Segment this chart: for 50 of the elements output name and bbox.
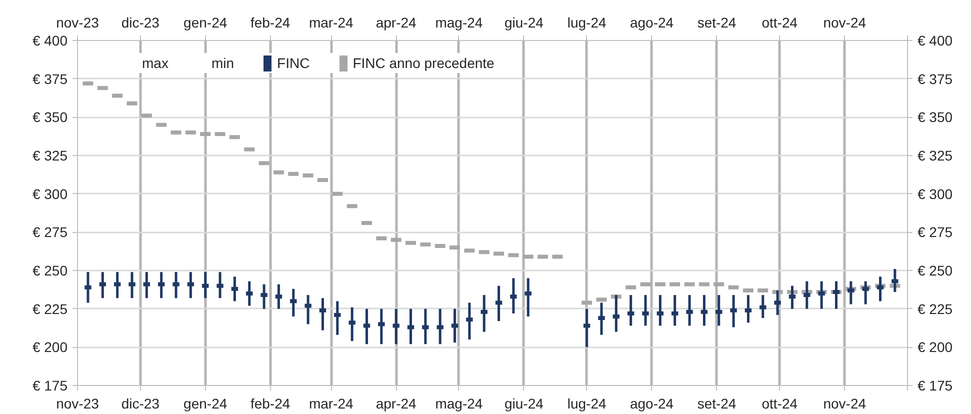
x2-tick-label: ott-24 — [762, 396, 798, 412]
annotation: min — [211, 55, 234, 71]
x2-tick-label: ago-24 — [630, 396, 674, 412]
y-tick-label: € 325 — [32, 148, 68, 164]
y-tick-label: € 300 — [32, 186, 68, 202]
x2-tick-label: mar-24 — [308, 396, 354, 412]
y-tick-label: € 200 — [32, 339, 68, 356]
x-tick-label: gen-24 — [184, 14, 228, 30]
y2-tick-label: € 275 — [918, 224, 953, 240]
y-tick-label: € 175 — [32, 378, 68, 394]
x-tick-label: mar-24 — [308, 14, 354, 30]
y-tick-label: € 250 — [32, 262, 68, 278]
x-tick-label: nov-23 — [56, 14, 100, 30]
annotation: max — [142, 55, 168, 71]
y2-tick-label: € 400 — [918, 32, 953, 48]
y2-tick-label: € 225 — [918, 300, 953, 317]
x-tick-label: feb-24 — [250, 14, 290, 30]
x-tick-label: set-24 — [697, 14, 736, 30]
x-tick-label: giu-24 — [504, 14, 544, 30]
y2-tick-label: € 350 — [918, 109, 953, 126]
x2-tick-label: apr-24 — [376, 396, 417, 412]
legend-label: FINC anno precedente — [352, 55, 494, 71]
x-tick-label: mag-24 — [435, 14, 483, 30]
y-tick-label: € 350 — [32, 109, 68, 126]
y2-tick-label: € 300 — [918, 186, 953, 202]
x2-tick-label: gen-24 — [184, 396, 228, 412]
y2-tick-label: € 375 — [918, 70, 953, 87]
x-tick-label: apr-24 — [376, 14, 417, 30]
y2-tick-label: € 200 — [918, 339, 953, 356]
y2-tick-label: € 325 — [918, 148, 953, 164]
x2-tick-label: lug-24 — [567, 396, 606, 412]
y-tick-label: € 225 — [32, 300, 68, 317]
y2-tick-label: € 175 — [918, 378, 953, 394]
x-tick-label: ott-24 — [762, 14, 798, 30]
y-tick-label: € 375 — [32, 70, 68, 87]
x-tick-label: ago-24 — [630, 14, 674, 30]
x2-tick-label: nov-23 — [56, 396, 100, 412]
y2-tick-label: € 250 — [918, 262, 953, 278]
y-tick-label: € 400 — [32, 32, 68, 48]
x2-tick-label: mag-24 — [435, 396, 483, 412]
x-tick-label: lug-24 — [567, 14, 606, 30]
x2-tick-label: set-24 — [697, 396, 736, 412]
x2-tick-label: feb-24 — [250, 396, 290, 412]
legend-label: FINC — [277, 55, 310, 71]
x-tick-label: dic-23 — [121, 14, 160, 30]
x2-tick-label: dic-23 — [121, 396, 160, 412]
x2-tick-label: giu-24 — [504, 396, 544, 412]
x-tick-label: nov-24 — [823, 14, 866, 30]
x2-tick-label: nov-24 — [823, 396, 866, 412]
y-tick-label: € 275 — [32, 224, 68, 240]
